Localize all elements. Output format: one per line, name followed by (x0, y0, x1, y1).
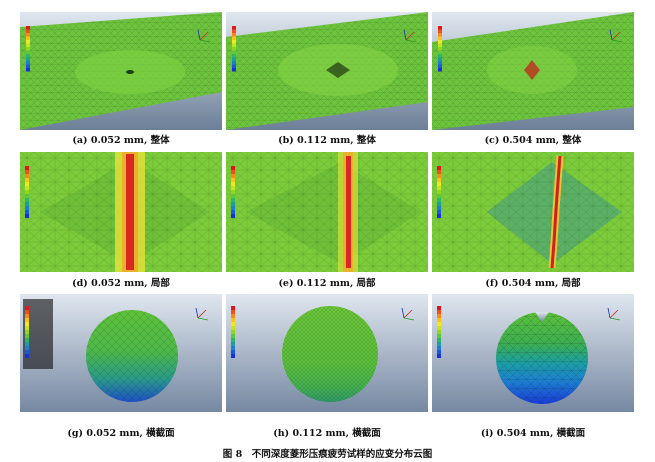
caption-f: (f) 0.504 mm, 局部 (485, 278, 581, 289)
strain-legend (25, 306, 29, 358)
caption-i: (i) 0.504 mm, 横截面 (480, 428, 586, 439)
strain-legend (437, 166, 441, 218)
strain-legend (232, 26, 236, 72)
caption-c: (c) 0.504 mm, 整体 (484, 135, 582, 146)
panel-g (20, 294, 222, 412)
strain-legend (25, 166, 29, 218)
triad-icon (195, 307, 209, 321)
strain-legend (26, 26, 30, 72)
triad-icon (609, 29, 623, 43)
panel-b (226, 12, 428, 130)
figure-title: 图 8 不同深度菱形压痕疲劳试样的应变分布云图 (222, 449, 433, 460)
caption-a: (a) 0.052 mm, 整体 (72, 135, 170, 146)
triad-icon (607, 307, 621, 321)
triad-icon (401, 307, 415, 321)
strain-legend (438, 26, 442, 72)
panel-e (226, 152, 428, 272)
strain-legend (437, 306, 441, 358)
panel-c (432, 12, 634, 130)
panel-i (432, 294, 634, 412)
caption-g: (g) 0.052 mm, 横截面 (67, 428, 175, 439)
caption-b: (b) 0.112 mm, 整体 (278, 135, 376, 146)
triad-icon (403, 29, 417, 43)
caption-d: (d) 0.052 mm, 局部 (72, 278, 170, 289)
panel-d (20, 152, 222, 272)
panel-a (20, 12, 222, 130)
caption-h: (h) 0.112 mm, 横截面 (273, 428, 381, 439)
triad-icon (197, 29, 211, 43)
panel-h (226, 294, 428, 412)
strain-legend (231, 166, 235, 218)
panel-f (432, 152, 634, 272)
caption-e: (e) 0.112 mm, 局部 (278, 278, 376, 289)
strain-legend (231, 306, 235, 358)
